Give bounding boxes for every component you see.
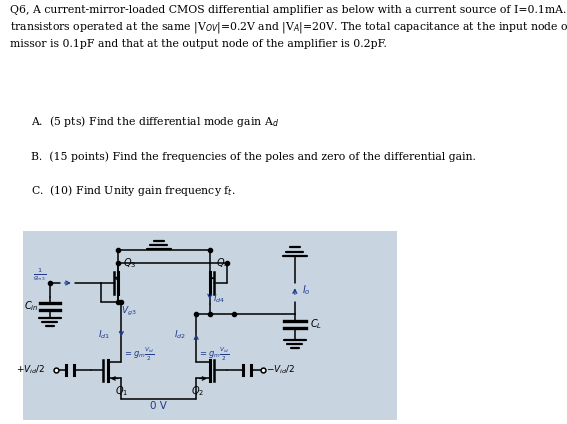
Text: $Q_4$: $Q_4$: [216, 256, 230, 270]
Text: $= g_m \frac{V_{id}}{2}$: $= g_m \frac{V_{id}}{2}$: [123, 346, 155, 363]
Text: 0 V: 0 V: [150, 401, 167, 410]
Text: $I_{d2}$: $I_{d2}$: [174, 329, 186, 341]
Text: A.  (5 pts) Find the differential mode gain A$_d$: A. (5 pts) Find the differential mode ga…: [31, 114, 279, 129]
Text: $I_{d4}$: $I_{d4}$: [213, 292, 226, 304]
Text: $Q_2$: $Q_2$: [191, 385, 204, 398]
Text: B.  (15 points) Find the frequencies of the poles and zero of the differential g: B. (15 points) Find the frequencies of t…: [31, 151, 476, 162]
Text: C.  (10) Find Unity gain frequency f$_t$.: C. (10) Find Unity gain frequency f$_t$.: [31, 183, 236, 198]
Text: $C_{in}$: $C_{in}$: [24, 300, 39, 313]
Text: $-V_{id}/2$: $-V_{id}/2$: [266, 364, 295, 377]
Text: $C_L$: $C_L$: [310, 317, 322, 331]
Text: $+V_{id}/2$: $+V_{id}/2$: [16, 364, 45, 377]
Text: $I_{d1}$: $I_{d1}$: [98, 329, 109, 341]
Text: Q6, A current-mirror-loaded CMOS differential amplifier as below with a current : Q6, A current-mirror-loaded CMOS differe…: [10, 5, 567, 49]
Text: $Q_3$: $Q_3$: [123, 256, 137, 270]
Text: $Q_1$: $Q_1$: [115, 385, 128, 398]
Text: $V_{g3}$: $V_{g3}$: [121, 305, 137, 318]
Text: $I_o$: $I_o$: [302, 283, 310, 297]
Text: $= g_m \frac{V_{id}}{2}$: $= g_m \frac{V_{id}}{2}$: [198, 346, 230, 363]
Text: $\frac{1}{g_{m3}}$: $\frac{1}{g_{m3}}$: [33, 266, 46, 282]
